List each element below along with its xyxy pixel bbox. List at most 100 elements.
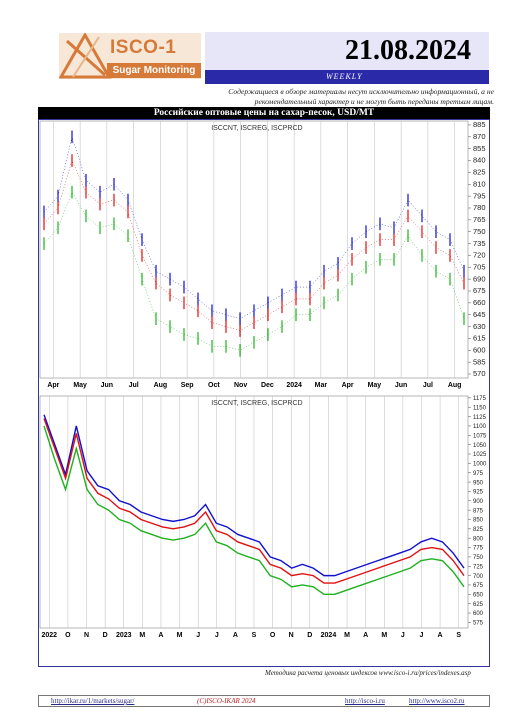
- chart-legend: ISCCNT, ISCREG, ISCPRCD: [211, 125, 302, 132]
- y-tick-label: 875: [473, 508, 484, 514]
- x-tick-label: Aug: [448, 382, 462, 389]
- x-tick-label: 2024: [286, 382, 302, 389]
- y-tick-label: 1075: [473, 433, 487, 439]
- series-line-ISCCNT: [43, 414, 465, 577]
- y-tick-label: 840: [473, 156, 486, 165]
- x-tick-label: J: [196, 632, 200, 639]
- x-tick-label: A: [438, 632, 443, 639]
- series-line-ISCPRCD: [43, 425, 465, 596]
- plot-area: [39, 120, 469, 379]
- y-tick-label: 660: [473, 298, 486, 307]
- y-tick-label: 1100: [473, 424, 487, 430]
- y-tick-label: 850: [473, 518, 484, 524]
- y-tick-label: 1175: [473, 396, 487, 402]
- y-tick-label: 950: [473, 480, 484, 486]
- x-tick-label: M: [177, 632, 183, 639]
- y-tick-label: 750: [473, 555, 484, 561]
- x-tick-label: Apr: [342, 382, 354, 389]
- y-tick-label: 585: [473, 357, 486, 366]
- frequency-label: WEEKLY: [326, 72, 363, 81]
- market-link[interactable]: http://ikar.ru/1/markets/sugar/: [51, 697, 135, 705]
- chart-title: Российские оптовые цены на сахар-песок, …: [38, 107, 490, 119]
- isco2-link[interactable]: http://www.isco2.ru: [409, 697, 465, 705]
- y-tick-label: 725: [473, 564, 484, 570]
- y-tick-label: 775: [473, 546, 484, 552]
- series-line-ISCCNT: [43, 135, 465, 319]
- y-tick-label: 735: [473, 239, 486, 248]
- x-tick-label: M: [139, 632, 145, 639]
- x-tick-label: J: [420, 632, 424, 639]
- y-tick-label: 675: [473, 286, 486, 295]
- y-tick-label: 750: [473, 227, 486, 236]
- x-tick-label: S: [252, 632, 257, 639]
- chart-top: Apr May Jun Jul Aug Sep Oct Nov Dec 2024 Mar Apr May…: [39, 120, 486, 389]
- y-tick-label: 630: [473, 322, 486, 331]
- y-tick-label: 600: [473, 346, 486, 355]
- x-tick-label: Nov: [234, 382, 247, 389]
- x-tick-label: Aug: [154, 382, 168, 389]
- series-line-ISCPRCD: [43, 191, 465, 351]
- x-tick-label: May: [368, 382, 382, 389]
- x-tick-label: D: [103, 632, 108, 639]
- x-tick-label: May: [73, 382, 87, 389]
- y-tick-label: 570: [473, 369, 486, 378]
- date-box: 21.08.2024: [205, 32, 489, 70]
- y-tick-label: 800: [473, 536, 484, 542]
- y-tick-label: 720: [473, 251, 486, 260]
- y-tick-label: 645: [473, 310, 486, 319]
- chart-frame: [38, 119, 490, 667]
- series-line-ISCREG: [43, 159, 465, 331]
- x-tick-label: Apr: [47, 382, 59, 389]
- x-tick-label: M: [344, 632, 350, 639]
- x-tick-label: Jul: [423, 382, 433, 389]
- y-tick-label: 650: [473, 593, 484, 599]
- disclaimer: Содержащиеся в обзоре материалы несут ис…: [228, 87, 494, 106]
- y-tick-label: 975: [473, 471, 484, 477]
- x-tick-label: A: [363, 632, 368, 639]
- y-tick-label: 855: [473, 144, 486, 153]
- y-tick-label: 1025: [473, 452, 487, 458]
- x-tick-label: M: [381, 632, 387, 639]
- footer-links-bar: http://ikar.ru/1/markets/sugar/ (C)ISCO-…: [38, 695, 490, 707]
- logo-triangle-icon: [59, 33, 112, 79]
- x-tick-label: Dec: [261, 382, 274, 389]
- copyright: (C)ISCO-IKAR 2024: [197, 697, 256, 705]
- x-tick-label: Oct: [208, 382, 220, 389]
- x-tick-label: N: [289, 632, 294, 639]
- y-tick-label: 700: [473, 574, 484, 580]
- y-tick-label: 1050: [473, 443, 487, 449]
- x-tick-label: A: [233, 632, 238, 639]
- x-tick-label: J: [401, 632, 405, 639]
- y-tick-label: 925: [473, 490, 484, 496]
- y-tick-label: 1000: [473, 462, 487, 468]
- frequency-bar: [205, 70, 489, 84]
- y-tick-label: 900: [473, 499, 484, 505]
- x-tick-label: S: [456, 632, 461, 639]
- y-tick-label: 780: [473, 203, 486, 212]
- methodology-note: Методика расчета ценовых индексов www.is…: [265, 669, 471, 677]
- isco-link[interactable]: http://isco-i.ru: [345, 697, 385, 705]
- y-tick-label: 1125: [473, 415, 487, 421]
- y-tick-label: 870: [473, 132, 486, 141]
- logo-subtitle: Sugar Monitoring: [107, 63, 201, 78]
- y-tick-label: 615: [473, 334, 486, 343]
- y-tick-label: 575: [473, 621, 484, 627]
- logo-title: ISCO-1: [110, 37, 177, 58]
- x-tick-label: Sep: [181, 382, 194, 389]
- x-tick-label: Jun: [395, 382, 407, 389]
- y-tick-label: 825: [473, 527, 484, 533]
- y-tick-label: 795: [473, 191, 486, 200]
- y-tick-label: 625: [473, 602, 484, 608]
- x-tick-label: Jun: [101, 382, 113, 389]
- y-tick-label: 1150: [473, 405, 487, 411]
- y-tick-label: 675: [473, 583, 484, 589]
- y-tick-label: 765: [473, 215, 486, 224]
- y-tick-label: 690: [473, 274, 486, 283]
- chart-legend: ISCCNT, ISCREG, ISCPRCD: [211, 400, 302, 407]
- chart-bottom: 2022 O N D 2023 M A M J J A S O N D 2024 M A M J J A S 1175 1150…: [39, 395, 487, 639]
- x-tick-label: Jul: [129, 382, 139, 389]
- y-tick-label: 810: [473, 179, 486, 188]
- series-line-ISCREG: [43, 418, 465, 584]
- x-tick-label: A: [158, 632, 163, 639]
